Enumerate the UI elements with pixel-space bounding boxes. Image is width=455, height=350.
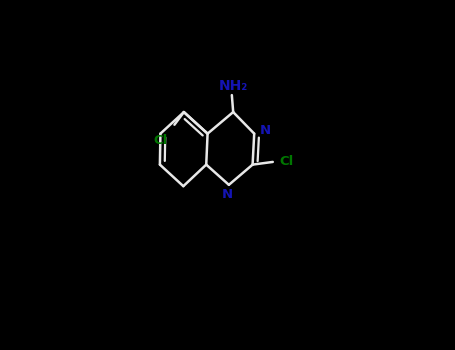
- Text: NH₂: NH₂: [218, 79, 248, 93]
- Text: N: N: [260, 125, 271, 138]
- Text: Cl: Cl: [153, 134, 168, 147]
- Text: Cl: Cl: [279, 155, 294, 168]
- Text: N: N: [222, 188, 233, 201]
